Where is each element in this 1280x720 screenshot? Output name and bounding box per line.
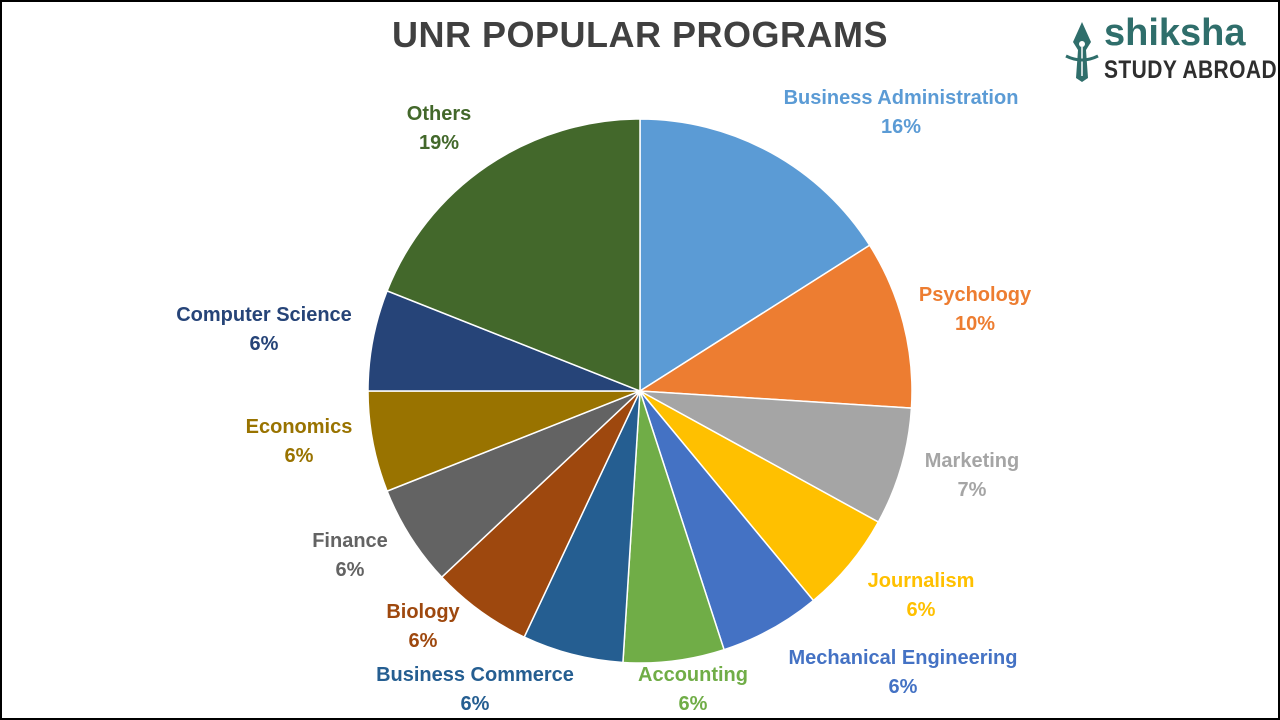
data-label-value: 6% xyxy=(408,630,438,652)
data-label-marketing: Marketing 7% xyxy=(925,447,1019,505)
pie-slice-business-administration xyxy=(639,118,871,393)
data-label-computer-science: Computer Science 6% xyxy=(176,301,352,359)
data-label-value: 7% xyxy=(957,479,987,501)
shiksha-logo: shiksha STUDY ABROAD xyxy=(1062,12,1277,88)
chart-title: UNR POPULAR PROGRAMS xyxy=(391,14,889,55)
data-label-others: Others 19% xyxy=(407,100,471,158)
data-label-name: Biology xyxy=(386,601,460,623)
data-label-name: Mechanical Engineering xyxy=(788,647,1018,669)
pen-nib-icon xyxy=(1065,22,1099,82)
data-label-business-administration: Business Administration 16% xyxy=(784,84,1019,142)
pie-slice-others xyxy=(386,118,641,393)
pie-slice-psychology xyxy=(637,244,913,409)
data-label-name: Others xyxy=(406,103,472,125)
data-label-value: 10% xyxy=(954,313,996,335)
data-label-name: Accounting xyxy=(638,664,748,686)
data-label-value: 6% xyxy=(678,693,708,715)
logo-subtitle: STUDY ABROAD xyxy=(1104,56,1278,84)
data-label-finance: Finance 6% xyxy=(312,527,388,585)
data-label-value: 6% xyxy=(906,599,936,621)
data-label-mechanical-engineering: Mechanical Engineering 6% xyxy=(789,644,1018,702)
data-label-biology: Biology 6% xyxy=(386,598,459,656)
data-label-value: 6% xyxy=(460,693,490,715)
pie-slices xyxy=(367,118,913,664)
data-label-name: Business Administration xyxy=(783,87,1019,109)
data-label-value: 6% xyxy=(888,676,918,698)
data-label-business-commerce: Business Commerce 6% xyxy=(376,661,574,719)
data-label-name: Marketing xyxy=(924,450,1020,472)
data-label-name: Economics xyxy=(245,416,353,438)
pie-slice-marketing xyxy=(639,390,913,524)
data-label-value: 6% xyxy=(284,445,314,467)
data-label-name: Computer Science xyxy=(176,304,352,326)
data-label-accounting: Accounting 6% xyxy=(638,661,748,719)
data-label-name: Business Commerce xyxy=(376,664,574,686)
data-label-economics: Economics 6% xyxy=(246,413,353,471)
logo-name: shiksha xyxy=(1104,12,1246,54)
data-label-name: Finance xyxy=(312,530,388,552)
data-label-psychology: Psychology 10% xyxy=(919,281,1031,339)
data-label-name: Journalism xyxy=(867,570,975,592)
data-label-journalism: Journalism 6% xyxy=(868,567,975,625)
data-label-value: 16% xyxy=(880,116,922,138)
data-label-value: 6% xyxy=(249,333,279,355)
data-label-name: Psychology xyxy=(918,284,1032,306)
data-label-value: 6% xyxy=(335,559,365,581)
data-label-value: 19% xyxy=(418,132,460,154)
